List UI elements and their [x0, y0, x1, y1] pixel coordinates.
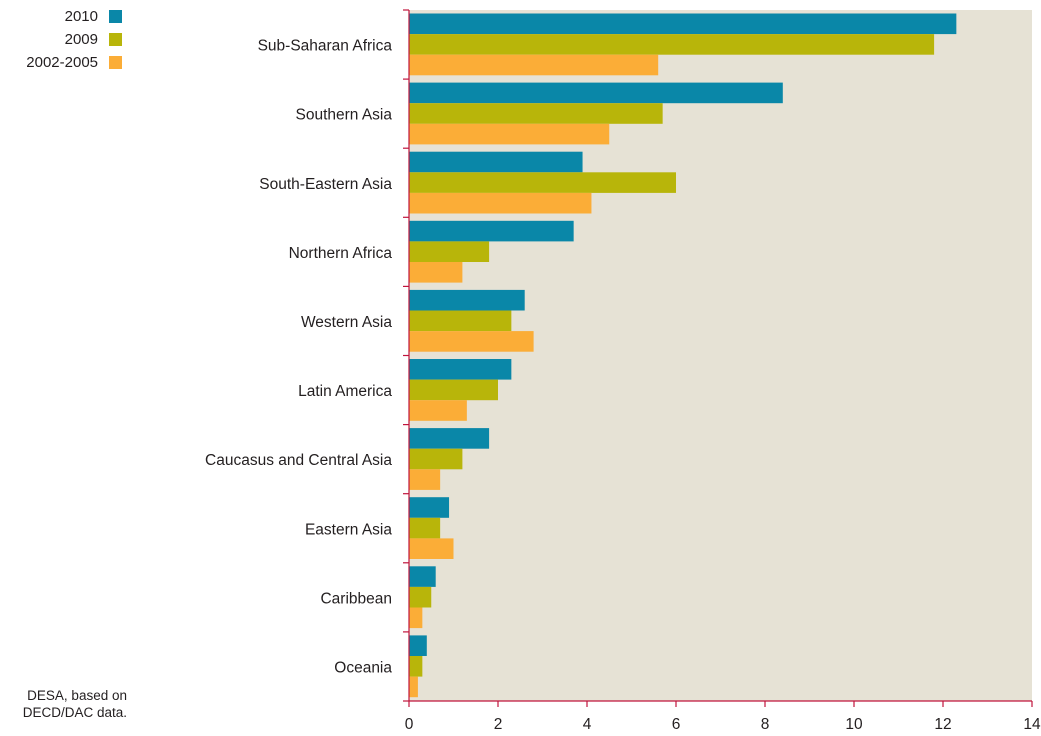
bar: [409, 13, 957, 35]
legend-swatch: [109, 10, 122, 23]
bar: [409, 469, 441, 490]
x-tick-label: 0: [405, 716, 414, 733]
bar: [409, 517, 441, 539]
x-tick-label: 4: [583, 716, 592, 733]
x-tick-label: 8: [761, 716, 770, 733]
source-line: DECD/DAC data.: [22, 705, 127, 720]
bar: [409, 103, 663, 124]
legend-label: 2010: [64, 8, 98, 25]
bar: [409, 448, 463, 470]
legend-swatch: [109, 33, 122, 46]
category-label: Latin America: [298, 383, 392, 400]
category-label: Caucasus and Central Asia: [205, 452, 392, 469]
category-label: Southern Asia: [295, 107, 392, 124]
bar: [409, 635, 427, 656]
legend-item-2010: 2010: [0, 6, 130, 29]
source-line: DESA, based on: [27, 688, 127, 703]
bar: [409, 607, 423, 629]
category-label: Western Asia: [301, 314, 392, 331]
category-label: Northern Africa: [289, 245, 393, 262]
bar: [409, 172, 676, 193]
bar: [409, 359, 512, 380]
bar: [409, 54, 659, 76]
x-tick-label: 2: [494, 716, 503, 733]
bar: [409, 400, 467, 421]
legend-item-2002-2005: 2002-2005: [0, 52, 130, 75]
bar: [409, 241, 490, 262]
category-label: Caribbean: [320, 590, 392, 607]
category-label: Oceania: [334, 659, 392, 676]
category-label: Eastern Asia: [305, 521, 392, 538]
legend-swatch: [109, 56, 122, 69]
category-label: Sub-Saharan Africa: [258, 38, 393, 55]
bar: [409, 586, 432, 608]
bar: [409, 497, 450, 518]
bar: [409, 656, 423, 677]
x-tick-label: 12: [934, 716, 951, 733]
bar: [409, 123, 610, 145]
legend-label: 2009: [64, 31, 98, 48]
bar: [409, 428, 490, 449]
legend-item-2009: 2009: [0, 29, 130, 52]
bar: [409, 538, 454, 559]
bar: [409, 331, 534, 352]
bar: [409, 566, 436, 587]
legend-label: 2002-2005: [26, 54, 98, 71]
bar: [409, 676, 418, 698]
bar: [409, 82, 783, 104]
x-tick-label: 14: [1023, 716, 1041, 733]
x-tick-label: 6: [672, 716, 681, 733]
x-tick-label: 10: [845, 716, 863, 733]
bar: [409, 220, 574, 242]
bar: [409, 151, 583, 173]
bar: [409, 192, 592, 214]
bar: [409, 289, 525, 311]
bar: [409, 379, 498, 401]
bar: [409, 310, 512, 332]
bar: [409, 262, 463, 283]
source-note: DESA, based on DECD/DAC data.: [0, 687, 127, 721]
category-label: South-Eastern Asia: [259, 176, 392, 193]
bar: [409, 34, 935, 55]
legend: 2010 2009 2002-2005: [0, 6, 130, 75]
